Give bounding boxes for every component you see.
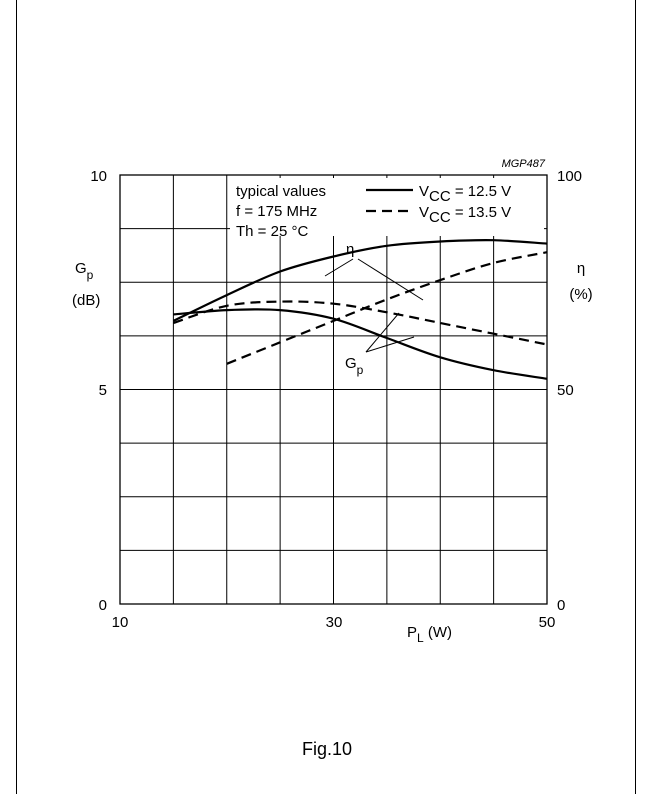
x-label-unit: (W)	[424, 624, 452, 641]
figure-frame	[16, 0, 636, 794]
x-label-main: P	[407, 624, 417, 641]
legend-condition-3: Th = 25 °C	[236, 223, 308, 240]
y-right-tick-0: 0	[557, 597, 565, 614]
y-left-unit: (dB)	[72, 292, 100, 309]
y-left-label-main: G	[75, 260, 87, 277]
y-left-tick-0: 0	[99, 597, 107, 614]
x-tick-10: 10	[112, 614, 129, 631]
legend-dashed-label: VCC = 13.5 V	[419, 204, 511, 226]
legend-box	[230, 178, 544, 236]
x-tick-50: 50	[539, 614, 556, 631]
gp-annotation: Gp	[345, 355, 364, 377]
series-line-gp-dashed	[173, 300, 548, 346]
x-tick-30: 30	[326, 614, 343, 631]
y-right-tick-100: 100	[557, 168, 582, 185]
plot-frame	[119, 174, 548, 605]
y-left-label: Gp	[75, 260, 94, 282]
y-right-tick-50: 50	[557, 382, 574, 399]
figure-caption: Fig.10	[302, 739, 352, 759]
y-right-label: η	[577, 260, 585, 277]
x-axis-label: PL (W)	[407, 624, 452, 645]
legend-condition-1: typical values	[236, 183, 326, 200]
legend-condition-2: f = 175 MHz	[236, 203, 317, 220]
figure-code: MGP487	[502, 158, 546, 170]
series-line-eta-dashed	[226, 251, 548, 365]
eta-pointer-2	[357, 258, 424, 301]
series-line-eta-solid	[172, 239, 548, 322]
legend-solid-label: VCC = 12.5 V	[419, 183, 511, 205]
y-right-unit: (%)	[569, 286, 592, 303]
eta-pointer-1	[324, 258, 354, 277]
y-left-tick-5: 5	[99, 382, 107, 399]
curves	[172, 239, 548, 380]
x-label-sub: L	[417, 631, 424, 645]
gp-pointer-1	[365, 312, 400, 353]
eta-annotation: η	[346, 241, 354, 258]
gp-pointer-2	[365, 336, 415, 353]
grid	[120, 175, 547, 604]
series-line-gp-solid	[173, 308, 548, 380]
y-left-tick-10: 10	[90, 168, 107, 185]
y-left-label-sub: p	[87, 268, 94, 282]
